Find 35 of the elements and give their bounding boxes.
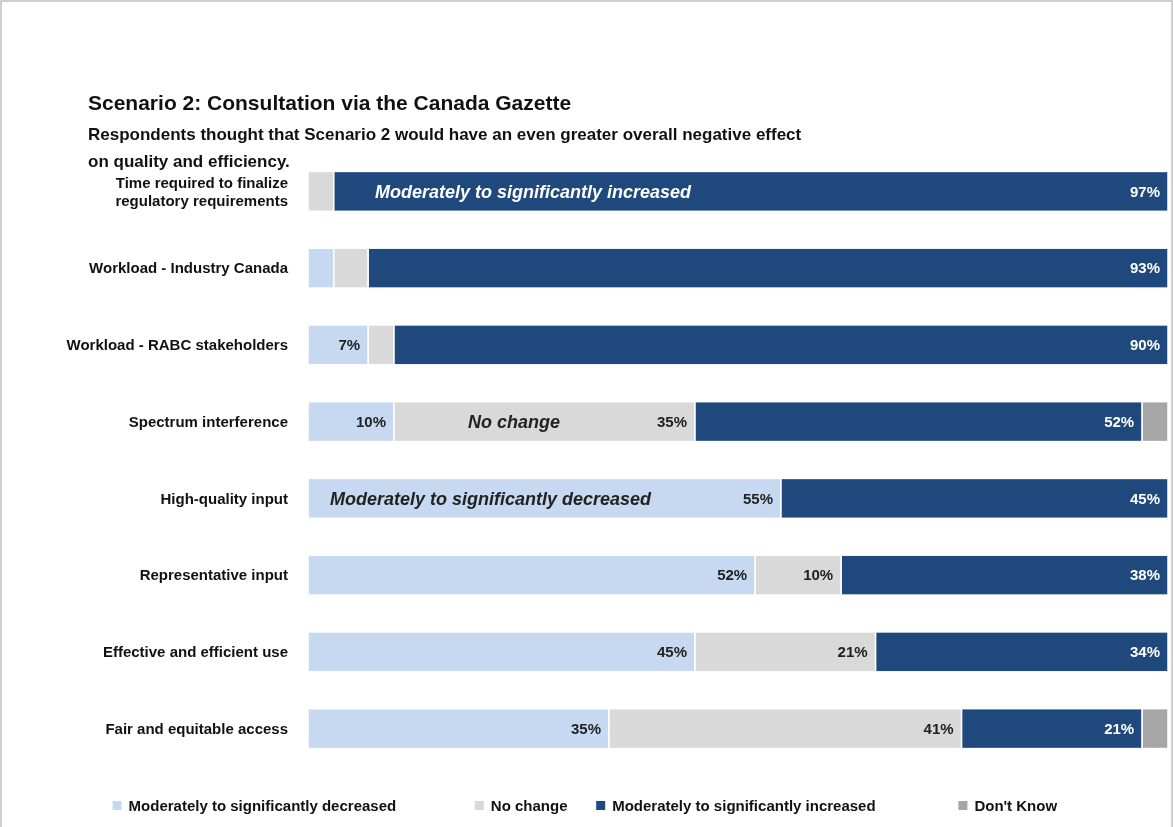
y-tick-label: Spectrum interference (128, 412, 288, 430)
annotation: No change (468, 411, 561, 432)
data-label: 21% (1104, 719, 1135, 737)
y-tick-label: Effective and efficient use (102, 643, 288, 661)
data-label: 34% (1129, 643, 1160, 661)
y-tick-label: Fair and equitable access (105, 719, 288, 737)
annotation: Moderately to significantly increased (375, 181, 693, 202)
data-label: 41% (923, 719, 954, 737)
data-label: 7% (338, 336, 361, 354)
legend-label: Moderately to significantly increased (612, 797, 876, 815)
data-label: 35% (656, 412, 687, 430)
annotation: Moderately to significantly decreased (330, 488, 653, 509)
data-label: 93% (1129, 259, 1160, 277)
data-label: 55% (742, 489, 773, 507)
data-label: 52% (1104, 412, 1135, 430)
data-label: 10% (803, 566, 834, 584)
data-label: 35% (570, 719, 601, 737)
data-label: 90% (1129, 336, 1160, 354)
legend-label: Don't Know (974, 797, 1058, 815)
chart-title: Scenario 2: Consultation via the Canada Gazette (88, 91, 572, 114)
y-tick-label: Time required to finalize regulatory requirements (115, 173, 288, 209)
chart-subtitle: Respondents thought that Scenario 2 would have an even greater overall negative effect on quality and efficiency. (88, 125, 802, 171)
data-label: 97% (1129, 182, 1160, 200)
data-label: 45% (656, 643, 687, 661)
y-tick-label: Representative input (139, 566, 288, 584)
y-tick-label: High-quality input (160, 489, 288, 507)
data-label: 52% (717, 566, 748, 584)
legend-label: Moderately to significantly decreased (128, 797, 397, 815)
y-tick-label: Workload - RABC stakeholders (66, 336, 288, 354)
data-label: 10% (355, 412, 386, 430)
data-label: 45% (1129, 489, 1160, 507)
data-label: 21% (837, 643, 868, 661)
data-label: 38% (1129, 566, 1160, 584)
legend-label: No change (490, 797, 568, 815)
y-tick-label: Workload - Industry Canada (89, 259, 289, 277)
